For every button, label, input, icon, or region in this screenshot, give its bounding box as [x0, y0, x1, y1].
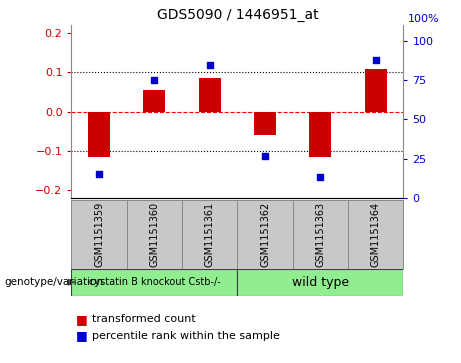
Text: ■: ■ [76, 313, 88, 326]
Text: GSM1151361: GSM1151361 [205, 201, 215, 267]
Bar [143, 90, 165, 112]
Bar [182, 200, 237, 269]
Title: GDS5090 / 1446951_at: GDS5090 / 1446951_at [157, 8, 318, 22]
Text: cystatin B knockout Cstb-/-: cystatin B knockout Cstb-/- [89, 277, 220, 287]
Bar [309, 112, 331, 157]
Point [317, 175, 324, 180]
Text: GSM1151360: GSM1151360 [149, 201, 160, 267]
Point [151, 77, 158, 83]
Text: GSM1151364: GSM1151364 [371, 201, 381, 267]
Text: GSM1151362: GSM1151362 [260, 201, 270, 267]
Point [95, 171, 103, 177]
Bar [237, 269, 403, 296]
Text: 100%: 100% [408, 14, 439, 24]
Bar [348, 200, 403, 269]
Text: ■: ■ [76, 329, 88, 342]
Bar [71, 200, 127, 269]
Bar [293, 200, 348, 269]
Bar [237, 200, 293, 269]
Text: GSM1151359: GSM1151359 [94, 201, 104, 267]
Bar [254, 112, 276, 135]
Bar [199, 78, 221, 112]
Text: wild type: wild type [292, 276, 349, 289]
Bar [71, 269, 237, 296]
Bar [88, 112, 110, 157]
Text: genotype/variation: genotype/variation [5, 277, 104, 287]
Bar [365, 69, 387, 112]
Text: percentile rank within the sample: percentile rank within the sample [92, 331, 280, 341]
Point [206, 62, 213, 68]
Point [372, 57, 379, 63]
Bar [127, 200, 182, 269]
Point [261, 152, 269, 158]
Text: GSM1151363: GSM1151363 [315, 201, 325, 267]
Text: transformed count: transformed count [92, 314, 196, 325]
